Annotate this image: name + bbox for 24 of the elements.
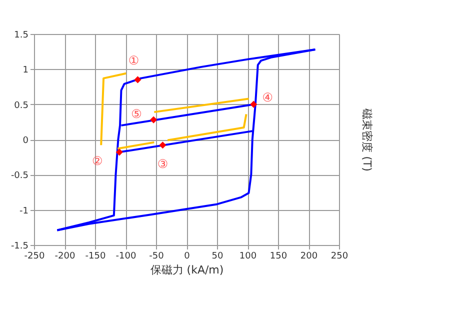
y-tick-label: -1.5 [10, 242, 28, 252]
x-tick-label: -200 [54, 252, 76, 262]
x-tick-label: 250 [330, 252, 348, 262]
y-tick-label: 0.5 [14, 100, 28, 111]
x-tick-label: 50 [212, 252, 224, 262]
x-tick-label: 0 [184, 252, 190, 262]
annotation: ① [128, 54, 140, 68]
x-tick-label: 150 [270, 252, 288, 262]
y-axis-title: 磁束密度 (T) [360, 108, 374, 172]
x-tick-label: -50 [149, 252, 164, 262]
y-tick-label: -1 [20, 206, 28, 216]
y-tick-label: 1.5 [14, 30, 28, 40]
annotation: ④ [262, 90, 273, 104]
y-tick-label: 0 [22, 136, 29, 146]
y-tick-label: -0.5 [10, 171, 28, 182]
annotation: ③ [157, 157, 168, 172]
annotation: ⑤ [131, 106, 142, 121]
x-tick-label: -150 [85, 252, 106, 262]
x-tick-label: 200 [300, 252, 318, 262]
x-axis-title: 保磁力 (kA/m) [150, 264, 224, 276]
x-tick-label: 100 [239, 252, 257, 262]
y-tick-label: 1 [22, 66, 28, 76]
x-tick-label: -100 [116, 252, 136, 262]
x-tick-label: -250 [24, 252, 45, 262]
